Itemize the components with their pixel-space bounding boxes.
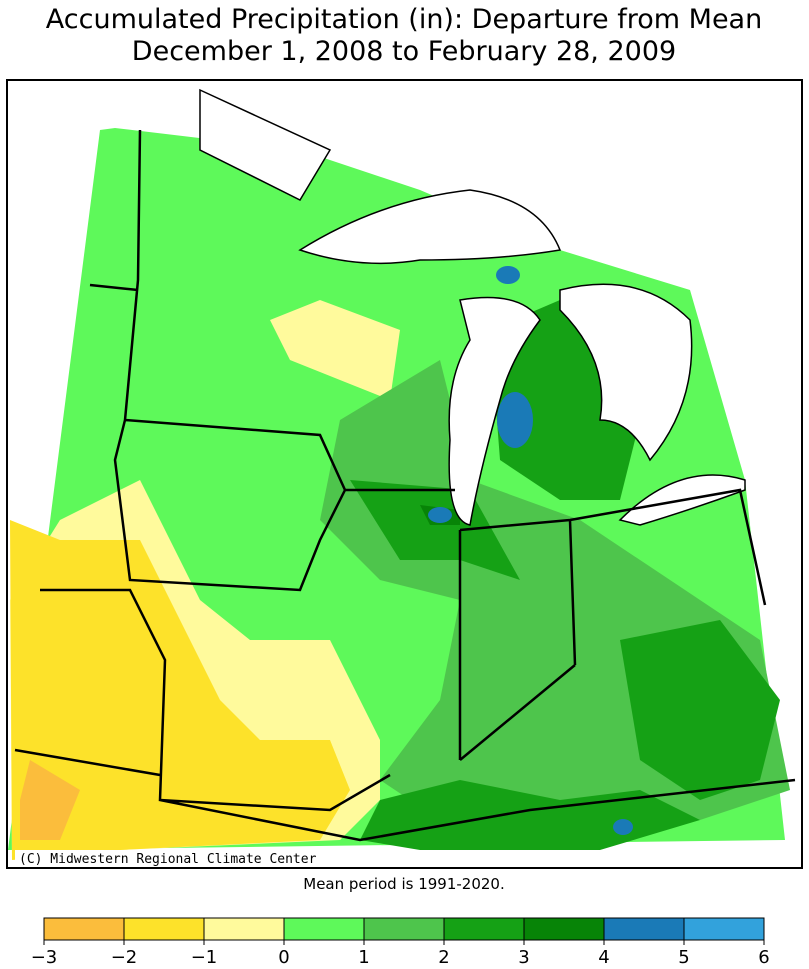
colorbar-bin [363, 917, 445, 941]
colorbar-tick-label: 2 [438, 947, 449, 968]
colorbar-bin [683, 917, 765, 941]
title-line: December 1, 2008 to February 28, 2009 [132, 36, 676, 67]
colorbar-bin [523, 917, 605, 941]
colorbar-tick-label: −2 [111, 947, 138, 968]
colorbar-tick-label: 6 [758, 947, 769, 968]
colorbar-tick-label: 0 [278, 947, 289, 968]
note: Mean period is 1991-2020. [303, 875, 504, 893]
title-line: Accumulated Precipitation (in): Departur… [46, 4, 762, 35]
colorbar-tick-label: 1 [358, 947, 369, 968]
colorbar-tick-label: −1 [191, 947, 218, 968]
colorbar-tick-label: 3 [518, 947, 529, 968]
colorbar-tick-label: 4 [598, 947, 609, 968]
colorbar-bin [603, 917, 685, 941]
colorbar-bin [443, 917, 525, 941]
colorbar-tick-label: −3 [31, 947, 58, 968]
credit: (C) Midwestern Regional Climate Center [19, 852, 317, 867]
colorbar-tick-label: 5 [678, 947, 689, 968]
map [8, 88, 796, 860]
colorbar-bin [43, 917, 125, 941]
credit-box [15, 850, 291, 866]
colorbar-bin [283, 917, 365, 941]
colorbar-bin [203, 917, 285, 941]
colorbar-bin [123, 917, 205, 941]
